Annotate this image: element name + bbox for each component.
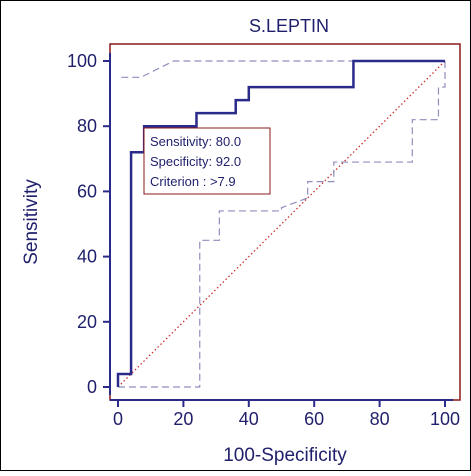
x-tick-label: 60 <box>304 409 324 429</box>
y-axis-label: Sensitivity <box>21 179 42 265</box>
axes: 0 20 40 60 80 100 0 20 40 60 80 100 <box>67 51 460 429</box>
reference-diagonal-line <box>117 60 446 388</box>
y-tick-label: 40 <box>77 247 97 267</box>
y-tick-label: 0 <box>87 377 97 397</box>
annotation-specificity: Specificity: 92.0 <box>150 154 241 169</box>
y-tick-label: 80 <box>77 116 97 136</box>
criterion-annotation: Sensitivity: 80.0 Specificity: 92.0 Crit… <box>143 127 271 195</box>
annotation-sensitivity: Sensitivity: 80.0 <box>150 134 241 149</box>
y-tick-label: 60 <box>77 181 97 201</box>
x-tick-label: 0 <box>113 409 123 429</box>
annotation-criterion: Criterion : >7.9 <box>150 174 236 189</box>
series-layer <box>116 59 446 388</box>
x-tick-label: 80 <box>370 409 390 429</box>
x-axis-label: 100-Specificity <box>223 445 347 466</box>
roc-curve-line <box>116 59 445 387</box>
y-tick-label: 100 <box>67 51 97 71</box>
upper-confidence-bound-line <box>121 60 445 78</box>
lower-confidence-bound-line <box>118 61 446 388</box>
x-tick-label: 40 <box>239 409 259 429</box>
x-tick-label: 20 <box>173 409 193 429</box>
chart-title: S.LEPTIN <box>249 16 329 36</box>
y-tick-label: 20 <box>77 312 97 332</box>
annotation-box-border <box>143 127 271 195</box>
x-tick-label: 100 <box>430 409 460 429</box>
